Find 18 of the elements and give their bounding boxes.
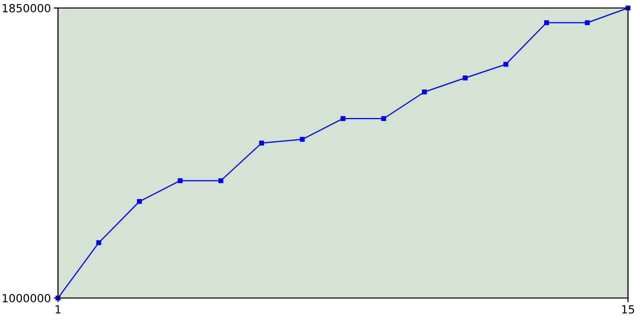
point (178, 178, 183, 184)
point (137, 199, 142, 204)
x-tick-label: 15 (622, 305, 634, 314)
point (626, 6, 630, 10)
point (218, 178, 224, 184)
point (544, 20, 549, 26)
point (462, 76, 468, 80)
point (503, 62, 508, 67)
x-tick-label: 1 (56, 305, 61, 314)
point (259, 140, 264, 146)
point (96, 240, 102, 246)
point (584, 20, 590, 26)
point (381, 116, 386, 121)
y-tick-label: 1000000 (2, 294, 50, 302)
point (340, 116, 346, 121)
point (422, 90, 427, 94)
point (300, 136, 305, 142)
y-tick-label: 1850000 (2, 4, 50, 12)
